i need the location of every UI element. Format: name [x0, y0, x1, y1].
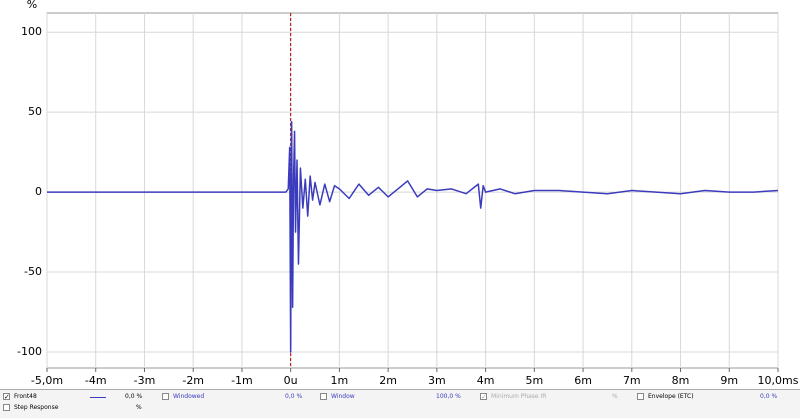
y-unit: %	[27, 0, 37, 11]
x-tick-label: 7m	[623, 374, 641, 387]
checkbox[interactable]	[320, 393, 327, 400]
x-tick-label: 4m	[477, 374, 495, 387]
legend-value: 0,0 %	[125, 393, 143, 400]
legend-label[interactable]: Window	[331, 393, 355, 400]
checkbox[interactable]	[162, 393, 169, 400]
checkbox[interactable]	[637, 393, 644, 400]
legend-label[interactable]: Front48	[14, 393, 37, 400]
legend-label[interactable]: Envelope (ETC)	[648, 393, 694, 400]
x-tick-label: 3m	[428, 374, 446, 387]
y-tick-label: 50	[28, 105, 42, 118]
legend-value: %	[612, 393, 618, 400]
x-tick-label: -1m	[231, 374, 253, 387]
x-tick-label: 6m	[574, 374, 592, 387]
x-tick-label: -2m	[182, 374, 204, 387]
checkbox[interactable]: ✓	[480, 393, 487, 401]
x-tick-label: 10,0ms	[758, 374, 799, 387]
legend-value: 0,0 %	[760, 393, 778, 400]
legend: ✓ Front48 0,0 % Windowed 0,0 % Window 100,0 % ✓…	[0, 389, 800, 418]
checkbox[interactable]	[3, 404, 10, 411]
y-tick-label: -50	[24, 265, 42, 278]
x-tick-label: 8m	[672, 374, 690, 387]
x-tick-label: 5m	[525, 374, 543, 387]
x-tick-label: 2m	[379, 374, 397, 387]
line-series	[47, 120, 779, 353]
legend-value: 100,0 %	[436, 393, 461, 400]
y-tick-label: -100	[17, 345, 42, 358]
x-tick-label: 0u	[284, 374, 298, 387]
legend-swatch	[90, 397, 106, 398]
y-tick-label: 0	[35, 185, 42, 198]
x-tick-label: 1m	[331, 374, 349, 387]
legend-value: 0,0 %	[285, 393, 303, 400]
x-tick-label: -4m	[85, 374, 107, 387]
plot-area	[46, 12, 779, 369]
chart: % -100 -50 0 50 100 -5,0m -4m -3m -2m -1m 0u 1m 2m 3m…	[17, 0, 799, 387]
x-tick-label: 9m	[720, 374, 738, 387]
x-tick-label: -3m	[134, 374, 156, 387]
checkbox[interactable]: ✓	[3, 393, 10, 401]
y-tick-label: 100	[21, 25, 42, 38]
legend-label[interactable]: Step Response	[14, 404, 59, 411]
legend-label[interactable]: Minimum Phase IR	[491, 393, 547, 400]
legend-value: %	[136, 404, 142, 411]
legend-label[interactable]: Windowed	[173, 393, 205, 400]
x-tick-label: -5,0m	[31, 374, 63, 387]
